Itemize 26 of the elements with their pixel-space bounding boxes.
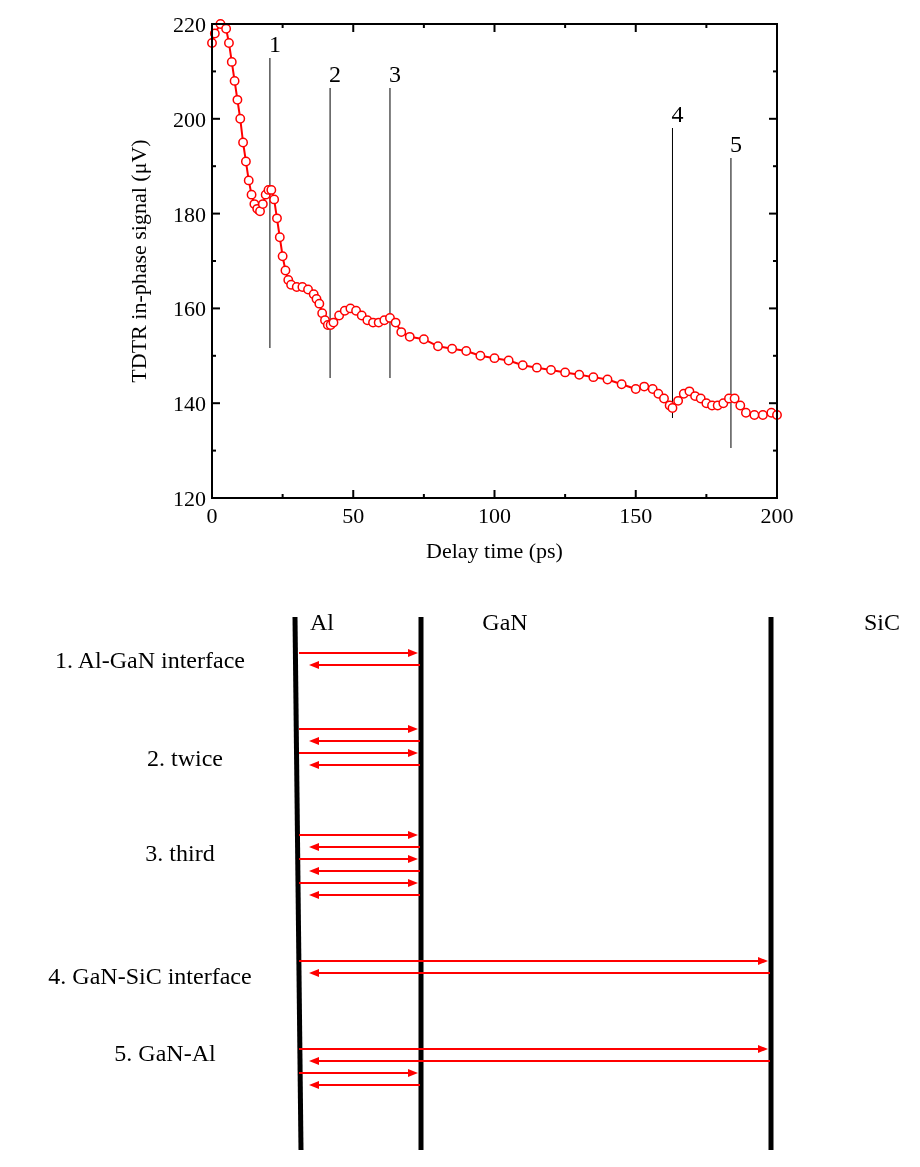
y-tick-label: 160 <box>173 296 206 322</box>
y-tick-label: 220 <box>173 12 206 37</box>
category-label: SiC <box>863 609 901 635</box>
text: 3. third <box>145 840 215 866</box>
x-tick-label: 50 <box>342 503 365 528</box>
x-tick-label: 150 <box>619 503 653 528</box>
y-tick-label: 140 <box>173 391 206 417</box>
x-tick-label: 100 <box>478 503 511 528</box>
y-tick-label: 200 <box>173 106 206 132</box>
x-tick-label: 200 <box>760 503 794 528</box>
x-tick-label: 0 <box>206 503 218 528</box>
text: 1. Al-GaN interface <box>55 647 245 673</box>
annotation: 1 <box>268 31 281 57</box>
text: 5. GaN-Al <box>114 1040 216 1066</box>
category-label: GaN <box>482 609 528 635</box>
y-tick-label: 120 <box>173 486 206 511</box>
annotation: 4 <box>671 101 684 127</box>
text: 2. twice <box>147 745 223 771</box>
y-tick-label: 180 <box>173 201 206 227</box>
y-axis-title: TDTR in-phase signal (μV) <box>126 139 151 383</box>
category-label: Al <box>310 609 335 635</box>
annotation: 3 <box>388 61 401 87</box>
annotation: 5 <box>729 131 742 157</box>
x-axis-title: Delay time (ps) <box>426 538 563 563</box>
annotation: 2 <box>329 61 342 87</box>
text: 4. GaN-SiC interface <box>48 963 252 989</box>
